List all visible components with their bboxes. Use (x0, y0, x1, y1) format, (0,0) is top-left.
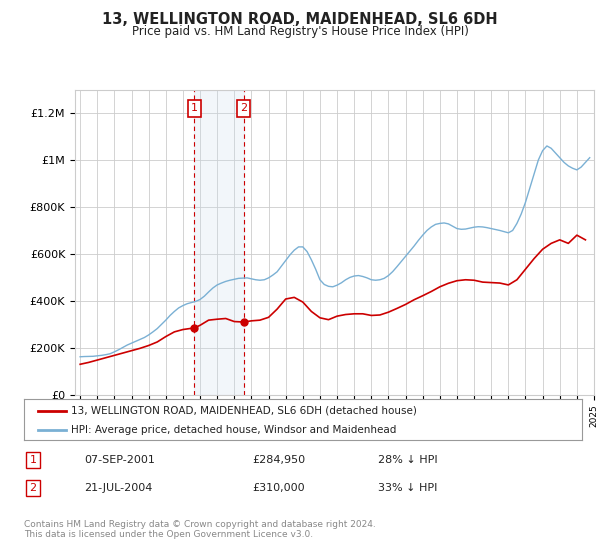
Text: HPI: Average price, detached house, Windsor and Maidenhead: HPI: Average price, detached house, Wind… (71, 424, 397, 435)
Text: 21-JUL-2004: 21-JUL-2004 (84, 483, 152, 493)
Text: 1: 1 (191, 104, 198, 113)
Text: 1: 1 (29, 455, 37, 465)
Text: 2: 2 (29, 483, 37, 493)
Text: 2: 2 (240, 104, 247, 113)
Text: Price paid vs. HM Land Registry's House Price Index (HPI): Price paid vs. HM Land Registry's House … (131, 25, 469, 38)
Bar (194, 90, 244, 395)
Text: £310,000: £310,000 (252, 483, 305, 493)
Text: 28% ↓ HPI: 28% ↓ HPI (378, 455, 437, 465)
Text: 33% ↓ HPI: 33% ↓ HPI (378, 483, 437, 493)
Text: £284,950: £284,950 (252, 455, 305, 465)
Text: 13, WELLINGTON ROAD, MAIDENHEAD, SL6 6DH (detached house): 13, WELLINGTON ROAD, MAIDENHEAD, SL6 6DH… (71, 405, 418, 416)
Text: Contains HM Land Registry data © Crown copyright and database right 2024.
This d: Contains HM Land Registry data © Crown c… (24, 520, 376, 539)
Text: 13, WELLINGTON ROAD, MAIDENHEAD, SL6 6DH: 13, WELLINGTON ROAD, MAIDENHEAD, SL6 6DH (102, 12, 498, 27)
Text: 07-SEP-2001: 07-SEP-2001 (84, 455, 155, 465)
